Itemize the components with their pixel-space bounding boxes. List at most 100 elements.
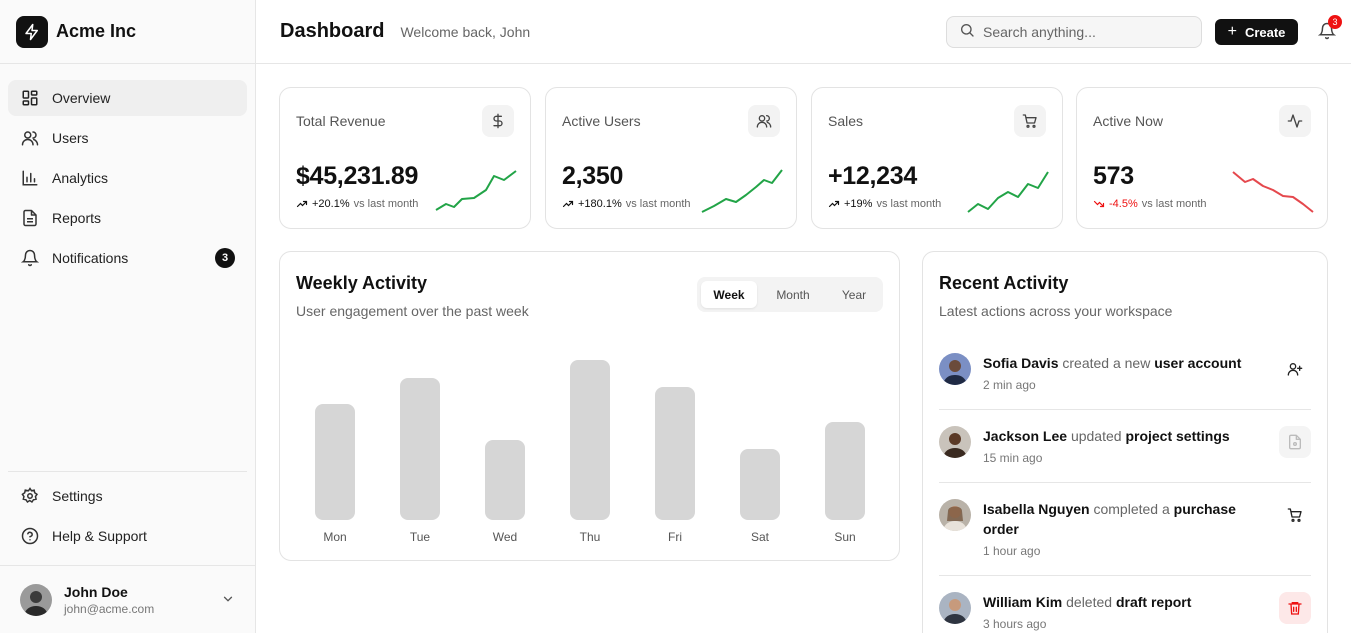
sidebar-item-label: Notifications [52, 250, 129, 266]
user-email: john@acme.com [64, 601, 155, 616]
trend-up-icon [296, 200, 308, 208]
notification-badge: 3 [1328, 15, 1342, 29]
sidebar-item-label: Settings [52, 488, 103, 504]
sidebar-bottom-nav: Settings Help & Support [8, 478, 247, 558]
activity-user: William Kim [983, 594, 1063, 610]
search-input[interactable] [983, 24, 1183, 40]
page-title: Dashboard [280, 20, 385, 42]
trash-icon[interactable] [1279, 592, 1311, 624]
create-button[interactable]: + Create [1215, 19, 1298, 45]
user-plus-icon [1279, 353, 1311, 385]
stat-card-active-users: Active Users 2,350 +180.1% vs last month [545, 87, 797, 229]
sidebar-item-reports[interactable]: Reports [8, 200, 247, 236]
chevron-down-icon[interactable] [221, 592, 235, 611]
sidebar-item-label: Users [52, 130, 89, 146]
create-button-label: Create [1244, 24, 1286, 40]
activity-time: 1 hour ago [983, 544, 1041, 558]
bell-icon[interactable] [1317, 22, 1338, 42]
bar-mon[interactable] [315, 404, 355, 520]
sidebar-nav: Overview Users Analytics Reports Notific… [0, 64, 255, 276]
stat-label: Total Revenue [296, 113, 386, 129]
activity-user: Jackson Lee [983, 428, 1068, 444]
activity-verb: completed a [1093, 501, 1170, 517]
trend-down-icon [1093, 200, 1105, 208]
grid-icon [20, 88, 40, 108]
stat-change: +19% vs last month [828, 198, 941, 210]
stat-change-value: -4.5% [1109, 198, 1138, 210]
stat-card-sales: Sales +12,234 +19% vs last month [811, 87, 1063, 229]
bar-fri[interactable] [655, 387, 695, 520]
stat-value: $45,231.89 [296, 162, 419, 190]
bar-label-sat: Sat [750, 530, 769, 544]
plus-icon: + [1227, 23, 1237, 40]
stat-change-vs: vs last month [625, 198, 691, 210]
sidebar-item-overview[interactable]: Overview [8, 80, 247, 116]
bar-thu[interactable] [570, 360, 610, 520]
sidebar-item-users[interactable]: Users [8, 120, 247, 156]
stat-change-vs: vs last month [353, 198, 419, 210]
stat-change-value: +19% [844, 198, 873, 210]
period-selector: Week Month Year [697, 277, 883, 312]
tab-month[interactable]: Month [757, 281, 829, 308]
card-title: Recent Activity [939, 273, 1069, 293]
brand[interactable]: Acme Inc [0, 0, 255, 64]
stat-label: Sales [828, 113, 864, 129]
bar-sun[interactable] [825, 422, 865, 520]
sidebar-item-help[interactable]: Help & Support [8, 518, 247, 554]
bar-label-fri: Fri [668, 530, 682, 544]
brand-name: Acme Inc [56, 21, 137, 41]
stat-label: Active Users [562, 113, 641, 129]
trend-up-icon [828, 200, 840, 208]
stat-card-revenue: Total Revenue $45,231.89 +20.1% vs last … [279, 87, 531, 229]
bar-sat[interactable] [740, 449, 780, 520]
notification-count-badge: 3 [215, 248, 235, 268]
bar-label-mon: Mon [323, 530, 347, 544]
sidebar-item-analytics[interactable]: Analytics [8, 160, 247, 196]
sparkline-revenue [435, 170, 517, 211]
bar-tue[interactable] [400, 378, 440, 520]
card-title: Weekly Activity [296, 273, 428, 293]
file-icon [20, 208, 40, 228]
activity-target: user account [1154, 355, 1242, 371]
activity-target: draft report [1115, 594, 1192, 610]
divider [939, 482, 1311, 483]
sidebar-item-settings[interactable]: Settings [8, 478, 247, 514]
activity-text: Sofia Davis created a new user account [983, 353, 1253, 373]
bar-wed[interactable] [485, 440, 525, 520]
activity-user: Isabella Nguyen [983, 501, 1090, 517]
activity-verb: deleted [1066, 594, 1113, 610]
activity-text: Isabella Nguyen completed a purchase ord… [983, 499, 1253, 539]
user-menu[interactable]: John Doe john@acme.com [0, 565, 255, 633]
sparkline-active-now [1232, 171, 1314, 213]
cart-icon [1279, 499, 1311, 531]
activity-time: 3 hours ago [983, 617, 1047, 631]
help-icon [20, 526, 40, 546]
bar-label-sun: Sun [834, 530, 856, 544]
welcome-text: Welcome back, John [400, 23, 531, 40]
avatar [939, 499, 971, 531]
users-icon [748, 105, 780, 137]
sidebar-item-label: Analytics [52, 170, 109, 186]
file-settings-icon [1279, 426, 1311, 458]
sidebar: Acme Inc Overview Users Analytics Report… [0, 0, 256, 633]
tab-year[interactable]: Year [829, 281, 879, 308]
weekly-activity-card: Weekly Activity User engagement over the… [279, 251, 900, 561]
sidebar-item-label: Reports [52, 210, 102, 226]
sparkline-sales [967, 171, 1049, 213]
divider [939, 409, 1311, 410]
stat-change-value: +20.1% [312, 198, 350, 210]
search-icon [959, 22, 975, 43]
sidebar-item-notifications[interactable]: Notifications 3 [8, 240, 247, 276]
sidebar-item-label: Help & Support [52, 528, 147, 544]
stat-change: +20.1% vs last month [296, 198, 418, 210]
avatar [939, 353, 971, 385]
activity-time: 2 min ago [983, 378, 1036, 392]
stat-change-vs: vs last month [1141, 198, 1207, 210]
trend-up-icon [562, 200, 574, 208]
bar-label-thu: Thu [579, 530, 601, 544]
tab-week[interactable]: Week [701, 281, 757, 308]
avatar [20, 583, 52, 616]
users-icon [20, 128, 40, 148]
search-box[interactable] [946, 16, 1202, 48]
recent-activity-card: Recent Activity Latest actions across yo… [922, 251, 1328, 633]
